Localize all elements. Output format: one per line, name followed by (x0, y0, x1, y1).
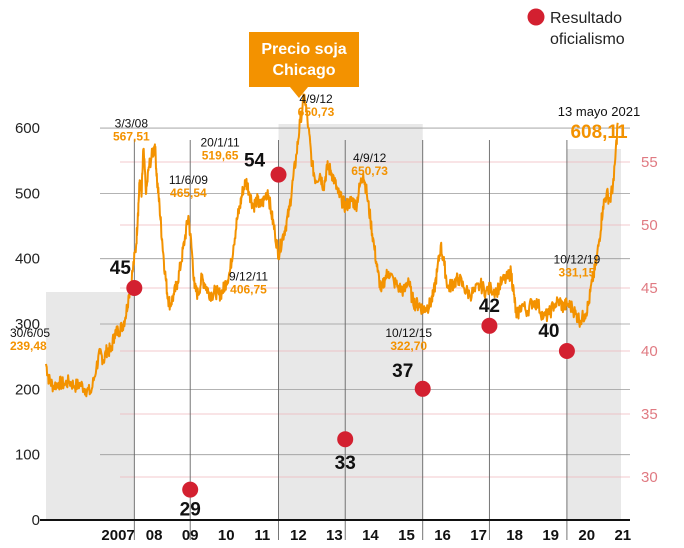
election-result-label: 54 (244, 151, 266, 172)
annotation-value: 608,11 (570, 122, 627, 143)
annotation-date: 20/1/11 (200, 136, 239, 150)
y-tick-right: 45 (641, 280, 658, 297)
annotation-date: 10/12/15 (385, 326, 432, 340)
y-tick-left: 100 (15, 447, 40, 464)
election-result-label: 45 (110, 258, 132, 279)
legend-label-line-1: Resultado (550, 10, 622, 27)
x-tick: 18 (506, 527, 523, 544)
election-result-dot (126, 280, 143, 296)
series-line-precio-soja (45, 93, 619, 398)
x-tick: 13 (326, 527, 343, 544)
annotation-value: 519,65 (202, 149, 239, 163)
shaded-period (278, 124, 423, 520)
annotation-date: 4/9/12 (299, 92, 333, 106)
x-tick: 08 (146, 527, 163, 544)
x-tick: 15 (398, 527, 415, 544)
y-tick-left: 200 (15, 381, 40, 398)
y-tick-right: 35 (641, 406, 658, 423)
annotation-date: 30/6/05 (10, 326, 50, 340)
annotation-value: 465,54 (170, 186, 207, 200)
annotation-value: 567,51 (113, 129, 150, 143)
chart-title-line-1: Precio soja (261, 41, 346, 58)
x-tick: 11 (254, 527, 270, 544)
x-tick: 20 (578, 527, 595, 544)
election-result-dot (337, 431, 354, 448)
y-tick-right: 30 (641, 469, 658, 486)
annotation-value: 331,15 (559, 266, 596, 280)
election-result-dot (270, 166, 287, 183)
election-result-dot (481, 317, 498, 334)
title-callout-pointer (290, 87, 308, 98)
annotation-value: 650,73 (351, 164, 388, 178)
annotation-date: 9/12/11 (229, 269, 268, 283)
x-tick: 19 (542, 527, 559, 544)
y-tick-left: 400 (15, 251, 40, 268)
axes: 0 100 200 300 400 500 600 30 35 40 45 50 55 2007 08 09 1… (15, 120, 658, 544)
x-tick: 21 (614, 527, 631, 544)
annotation-date: 11/6/09 (169, 173, 208, 187)
annotation-value: 406,75 (230, 282, 267, 296)
election-result-label: 33 (335, 453, 356, 474)
y-tick-left: 300 (15, 316, 40, 333)
title-callout: Precio soja Chicago (249, 32, 359, 98)
x-tick: 14 (362, 527, 379, 544)
election-result-dots: 45 29 54 33 37 42 40 (110, 151, 575, 521)
x-tick: 12 (290, 527, 307, 544)
x-tick: 2007 (101, 527, 134, 544)
y-tick-right: 40 (641, 343, 658, 360)
legend: Resultado oficialismo (527, 8, 625, 48)
title-callout-box (249, 32, 359, 87)
y-tick-right: 50 (641, 217, 658, 234)
annotation-date: 13 mayo 2021 (558, 104, 640, 119)
legend-label-line-2: oficialismo (550, 31, 625, 48)
y-tick-left: 0 (32, 512, 40, 529)
election-result-label: 40 (538, 321, 559, 342)
y-tick-right: 55 (641, 154, 658, 171)
election-result-dot (414, 380, 431, 397)
annotation-date: 4/9/12 (353, 151, 387, 165)
x-tick: 17 (470, 527, 487, 544)
x-tick: 09 (182, 527, 199, 544)
annotation-date: 10/12/19 (554, 253, 601, 267)
election-result-label: 42 (479, 296, 500, 317)
chart-title-line-2: Chicago (272, 62, 335, 79)
legend-marker (527, 8, 545, 26)
election-result-dot (182, 481, 199, 498)
annotation-value: 322,70 (390, 339, 427, 353)
annotation-date: 3/3/08 (115, 116, 149, 130)
y-tick-left: 600 (15, 120, 40, 137)
y-tick-left: 500 (15, 185, 40, 202)
election-result-label: 37 (392, 361, 413, 382)
price-series (45, 93, 619, 398)
annotation-value: 650,73 (298, 105, 335, 119)
election-result-label: 29 (180, 500, 201, 521)
shaded-period (566, 149, 621, 520)
election-result-dot (558, 343, 575, 359)
annotation-value: 239,48 (10, 339, 47, 353)
x-tick: 16 (434, 527, 451, 544)
x-tick: 10 (218, 527, 235, 544)
